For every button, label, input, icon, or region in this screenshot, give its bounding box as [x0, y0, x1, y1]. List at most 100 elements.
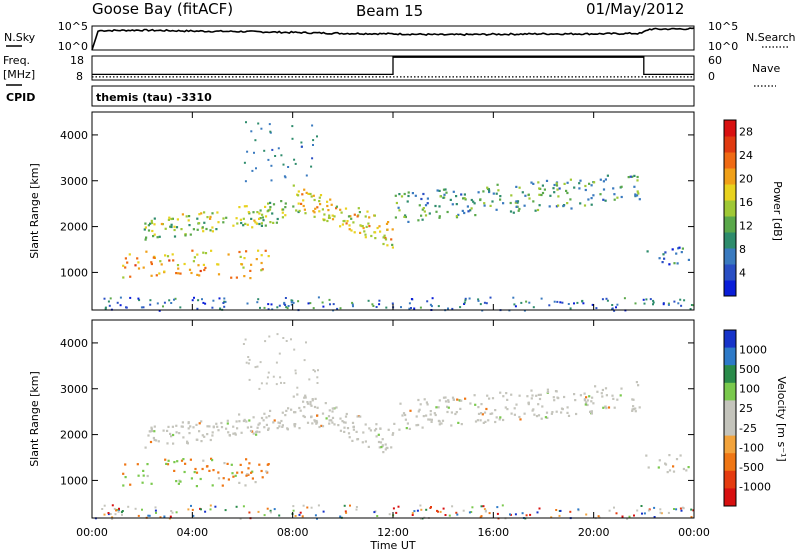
range-time-cell — [361, 225, 364, 228]
range-time-cell — [336, 307, 339, 310]
range-time-cell — [555, 182, 558, 185]
range-time-cell — [637, 192, 640, 195]
range-time-cell — [164, 254, 167, 257]
range-time-cell — [276, 427, 279, 430]
range-time-cell — [256, 426, 259, 429]
range-time-cell — [239, 517, 242, 520]
range-time-cell — [553, 183, 556, 187]
range-time-cell — [563, 182, 566, 185]
range-time-cell — [290, 338, 292, 341]
range-time-cell — [150, 221, 154, 225]
range-time-cell — [158, 272, 161, 275]
range-time-cell — [492, 192, 495, 195]
range-time-cell — [672, 465, 675, 468]
range-time-cell — [242, 343, 245, 345]
range-time-cell — [302, 504, 305, 507]
y-tick-label: 2000 — [60, 429, 88, 442]
noise-left-tick-bottom: 10^0 — [58, 40, 88, 53]
range-time-cell — [447, 399, 450, 402]
range-time-cell — [294, 162, 297, 165]
range-time-cell — [310, 165, 313, 168]
range-time-cell — [510, 412, 513, 415]
range-time-cell — [149, 299, 152, 302]
range-time-cell — [371, 303, 374, 306]
range-time-cell — [391, 246, 394, 249]
range-time-cell — [391, 433, 394, 436]
range-time-cell — [211, 431, 214, 434]
range-time-cell — [316, 206, 319, 209]
range-time-cell — [479, 198, 482, 201]
power-panel: Slant Range [km] 1000 2000 3000 4000 4 8 12 16… — [28, 111, 784, 312]
range-time-cell — [463, 193, 466, 196]
range-time-cell — [276, 217, 279, 221]
range-time-cell — [589, 410, 592, 413]
range-time-cell — [249, 429, 253, 433]
range-time-cell — [545, 179, 549, 182]
range-time-cell — [204, 302, 207, 305]
freq-panel: Freq. [MHz] 18 8 60 0 Nave CPID — [3, 54, 780, 104]
range-time-cell — [491, 200, 494, 203]
range-time-cell — [300, 141, 303, 144]
range-time-cell — [154, 506, 157, 509]
range-time-cell — [159, 260, 162, 263]
range-time-cell — [175, 511, 178, 514]
range-time-cell — [692, 509, 695, 512]
range-time-cell — [690, 508, 693, 511]
range-time-cell — [270, 179, 273, 182]
range-time-cell — [631, 409, 634, 412]
power-colorbar-segment — [724, 200, 736, 217]
range-time-cell — [163, 301, 166, 304]
velocity-colorbar-segment — [724, 330, 736, 349]
range-time-cell — [246, 150, 249, 153]
power-colorbar-segment — [724, 120, 736, 137]
range-time-cell — [222, 221, 225, 224]
range-time-cell — [260, 127, 263, 130]
range-time-cell — [641, 512, 643, 515]
range-time-cell — [209, 229, 212, 232]
range-time-cell — [209, 215, 212, 218]
range-time-cell — [477, 406, 480, 409]
range-time-cell — [263, 426, 266, 429]
range-time-cell — [392, 432, 395, 435]
range-time-cell — [193, 256, 196, 259]
range-time-cell — [362, 227, 365, 230]
range-time-cell — [483, 411, 487, 414]
nave-line — [92, 56, 694, 76]
freq-left-tick-bottom: 8 — [76, 70, 83, 83]
range-time-cell — [434, 413, 437, 417]
range-time-cell — [380, 446, 383, 449]
range-time-cell — [124, 463, 127, 466]
range-time-cell — [539, 393, 542, 396]
range-time-cell — [530, 181, 533, 184]
range-time-cell — [261, 216, 264, 219]
velocity-colorbar-segment — [724, 453, 736, 472]
range-time-cell — [477, 191, 480, 194]
range-time-cell — [560, 407, 564, 410]
range-time-cell — [259, 361, 262, 364]
range-time-cell — [356, 438, 359, 441]
range-time-cell — [352, 305, 354, 308]
range-time-cell — [265, 416, 268, 419]
range-time-cell — [303, 406, 306, 409]
freq-left-tick-top: 18 — [70, 54, 84, 67]
range-time-cell — [179, 480, 182, 483]
range-time-cell — [260, 261, 263, 265]
range-time-cell — [420, 508, 423, 511]
range-time-cell — [190, 504, 192, 507]
range-time-cell — [410, 298, 413, 300]
range-time-cell — [488, 189, 491, 192]
range-time-cell — [429, 418, 432, 421]
range-time-cell — [250, 471, 253, 474]
range-time-cell — [280, 381, 282, 384]
range-time-cell — [328, 419, 331, 422]
range-time-cell — [400, 306, 402, 309]
range-time-cell — [451, 307, 454, 310]
range-time-cell — [317, 296, 320, 299]
range-time-cell — [535, 415, 539, 418]
range-time-cell — [257, 122, 260, 125]
range-time-cell — [255, 431, 258, 434]
range-time-cell — [203, 211, 206, 214]
range-time-cell — [195, 423, 198, 426]
range-time-cell — [177, 267, 180, 270]
range-time-cell — [188, 268, 192, 271]
